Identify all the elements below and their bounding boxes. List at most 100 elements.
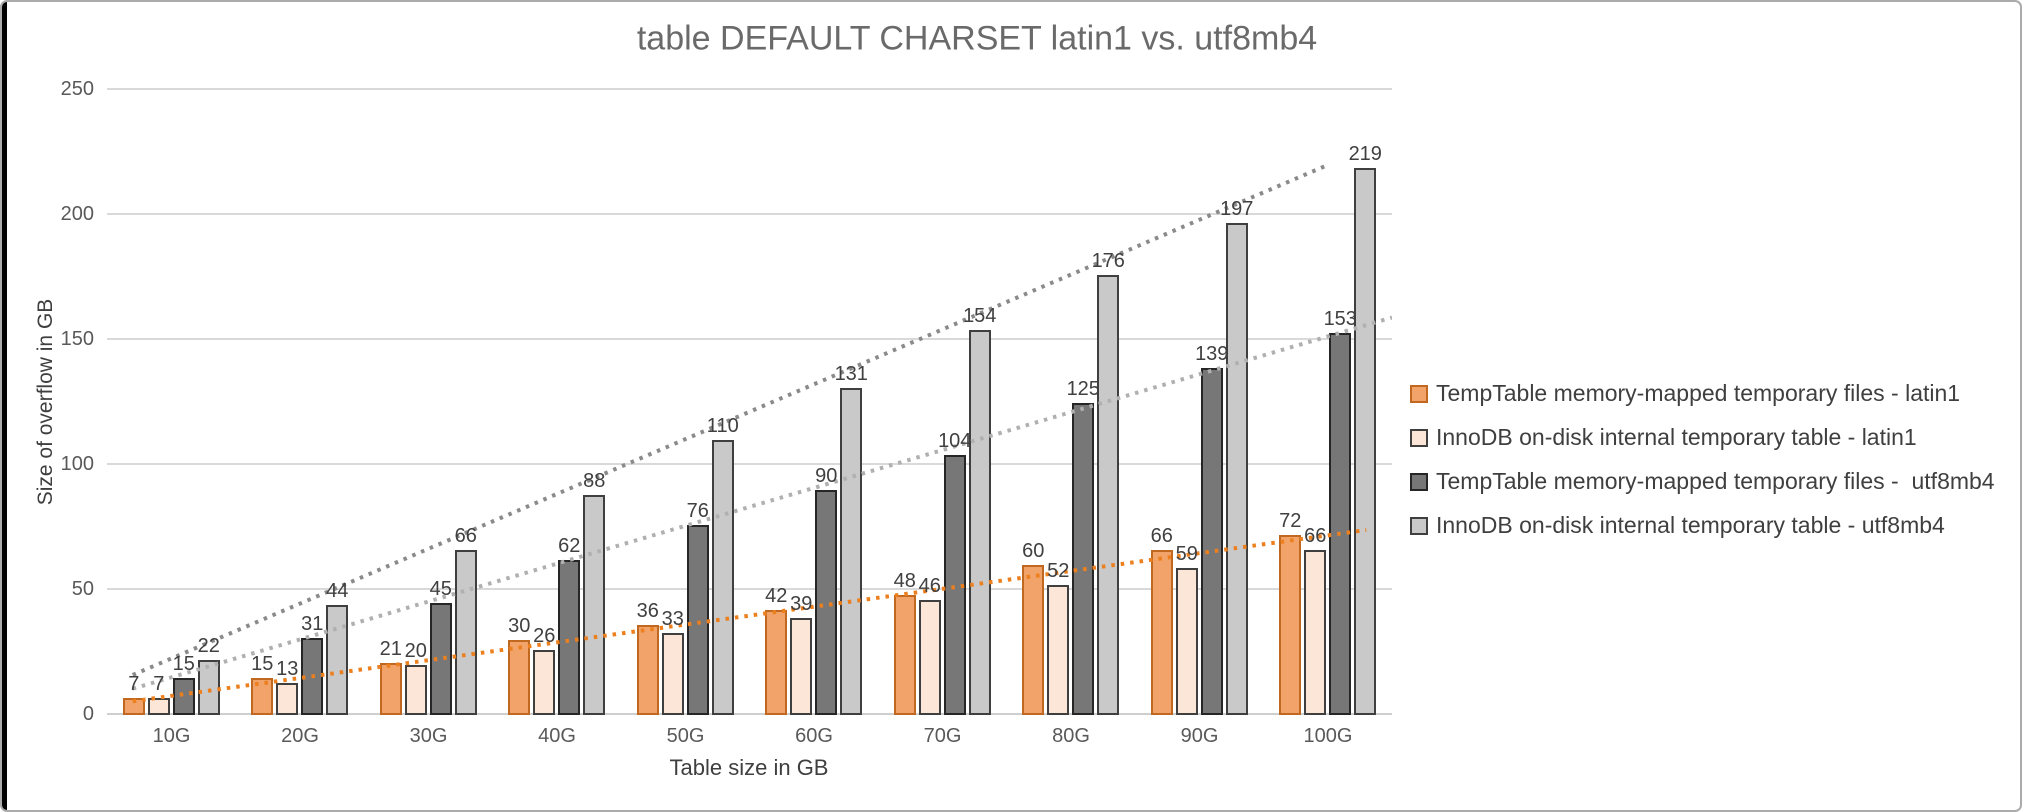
- y-tick-label: 250: [60, 78, 94, 100]
- y-tick-label: 100: [60, 453, 94, 475]
- legend-marker-icon: [1410, 472, 1428, 491]
- gridline-250: [107, 88, 1392, 90]
- data-label: 219: [1348, 142, 1382, 165]
- data-label: 59: [1175, 542, 1198, 565]
- bar: 48: [894, 570, 916, 715]
- data-label: 15: [172, 652, 195, 675]
- data-label: 176: [1091, 250, 1125, 272]
- bar: 7: [122, 673, 145, 715]
- data-label: 66: [454, 525, 477, 547]
- bar: 60: [1022, 540, 1044, 715]
- data-label: 15: [251, 652, 274, 675]
- data-label: 66: [1150, 525, 1173, 547]
- bar: 42: [765, 585, 787, 715]
- bar-group-100G: 72 66 153 219: [1264, 90, 1393, 715]
- bar-group-50G: 36 33 76 110: [621, 90, 750, 715]
- data-label: 33: [661, 607, 684, 630]
- bar: 59: [1176, 543, 1198, 715]
- legend-label: InnoDB on-disk internal temporary table …: [1436, 512, 1945, 538]
- bar: 125: [1067, 378, 1100, 715]
- bar: 88: [583, 470, 605, 715]
- data-label: 22: [197, 635, 220, 657]
- x-tick-label: 80G: [1052, 725, 1090, 747]
- bar: 72: [1279, 510, 1301, 715]
- data-label: 62: [558, 535, 581, 557]
- bar: 46: [919, 575, 941, 715]
- data-label: 20: [404, 640, 427, 662]
- gridline-0: [107, 713, 1392, 715]
- data-label: 60: [1022, 540, 1045, 562]
- data-label: 44: [326, 580, 349, 602]
- bar: 154: [963, 305, 996, 715]
- legend-marker-icon: [1410, 384, 1428, 403]
- bar-group-30G: 21 20 45 66: [364, 90, 493, 715]
- data-label: 66: [1304, 525, 1327, 547]
- y-tick-label: 50: [71, 578, 94, 600]
- bar: 21: [380, 638, 402, 715]
- bar: 219: [1349, 143, 1382, 715]
- data-label: 7: [128, 672, 140, 695]
- bar: 20: [405, 640, 427, 715]
- x-tick-label: 60G: [795, 725, 833, 747]
- data-label: 104: [938, 430, 972, 452]
- x-tick-label: 50G: [666, 725, 705, 747]
- bar: 66: [1151, 525, 1173, 715]
- data-label: 42: [765, 585, 788, 607]
- bar: 110: [707, 415, 739, 715]
- bar: 30: [508, 615, 530, 715]
- bar: 39: [790, 593, 812, 715]
- bar: 62: [558, 535, 580, 715]
- legend: TempTable memory-mapped temporary files …: [1410, 380, 1995, 556]
- bar: 90: [815, 465, 837, 715]
- x-tick-label: 70G: [923, 725, 962, 747]
- data-label: 31: [301, 612, 324, 635]
- data-label: 125: [1066, 377, 1100, 400]
- legend-item: TempTable memory-mapped temporary files …: [1410, 380, 1995, 407]
- bar: 7: [147, 673, 170, 715]
- bar: 176: [1092, 250, 1125, 715]
- x-tick-label: 90G: [1180, 725, 1219, 747]
- data-label: 76: [686, 500, 709, 522]
- x-tick-label: 100G: [1303, 725, 1353, 747]
- bar: 66: [1304, 525, 1326, 715]
- legend-marker-icon: [1410, 428, 1428, 447]
- plot-area: 7 7 15 22 15 13 31 44 21 20 45 66 30 26 62 88 36 33 76 110 4…: [107, 88, 1393, 715]
- bar: 104: [938, 430, 971, 715]
- bar-group-40G: 30 26 62 88: [493, 90, 622, 715]
- bar: 45: [430, 578, 452, 715]
- legend-item: InnoDB on-disk internal temporary table …: [1410, 424, 1995, 451]
- y-tick-label: 150: [60, 328, 94, 350]
- bar: 33: [662, 608, 684, 715]
- bar: 15: [173, 653, 195, 715]
- data-label: 26: [533, 625, 556, 647]
- x-tick-label: 30G: [409, 725, 448, 747]
- data-label: 21: [379, 637, 402, 660]
- bar-group-10G: 7 7 15 22: [107, 90, 236, 715]
- bar-group-60G: 42 39 90 131: [750, 90, 879, 715]
- legend-marker-icon: [1410, 516, 1428, 535]
- legend-item: TempTable memory-mapped temporary files …: [1410, 468, 1995, 495]
- data-label: 48: [893, 570, 916, 592]
- bar: 15: [251, 653, 273, 715]
- bar: 131: [835, 363, 868, 715]
- data-label: 139: [1195, 342, 1229, 365]
- data-label: 197: [1220, 197, 1254, 220]
- bar: 139: [1195, 343, 1228, 715]
- bar: 153: [1324, 308, 1357, 715]
- bar: 26: [533, 625, 555, 715]
- bar-group-70G: 48 46 104 154: [878, 90, 1007, 715]
- chart-title: table DEFAULT CHARSET latin1 vs. utf8mb4: [636, 19, 1318, 58]
- data-label: 45: [429, 577, 452, 600]
- y-tick-label: 200: [60, 203, 94, 225]
- data-label: 153: [1323, 307, 1357, 330]
- legend-label: InnoDB on-disk internal temporary table …: [1436, 424, 1917, 450]
- legend-item: InnoDB on-disk internal temporary table …: [1410, 512, 1995, 539]
- x-tick-label: 20G: [281, 725, 319, 747]
- x-tick-label: 40G: [538, 725, 576, 747]
- data-label: 7: [153, 672, 165, 695]
- screenshot-left-edge: [2, 2, 7, 810]
- bar-group-20G: 15 13 31 44: [236, 90, 365, 715]
- data-label: 52: [1047, 560, 1070, 582]
- data-label: 154: [963, 305, 997, 327]
